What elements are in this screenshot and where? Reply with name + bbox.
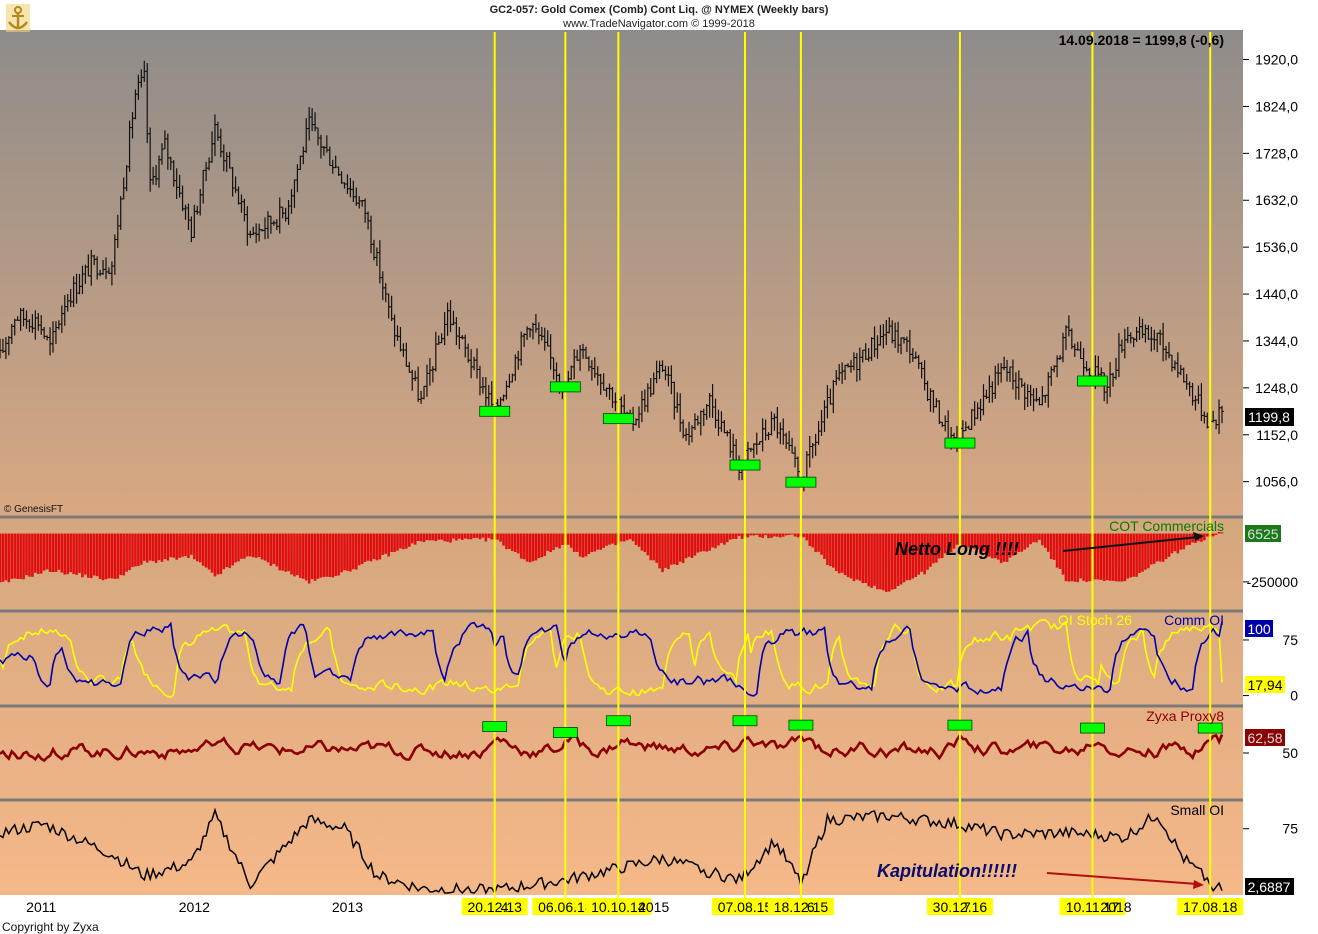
signal-date-bg <box>767 898 834 915</box>
zyxa-proxy-line <box>0 732 1224 763</box>
oi-stoch-line <box>0 619 1223 698</box>
zyxa-signal-marker <box>552 727 578 738</box>
y-tick-label: 1152,0 <box>1256 427 1298 443</box>
signal-date-label: 17.08.18 <box>1183 899 1238 915</box>
small-oi-line <box>0 807 1223 895</box>
year-label: 2012 <box>179 899 210 915</box>
price-panel-bg <box>0 30 1243 516</box>
price-signal-marker <box>549 381 581 393</box>
year-label: 2018 <box>1100 899 1131 915</box>
last-value-labels: 1199,8 6525 100 17,94 62,58 2,6887 <box>1245 408 1294 895</box>
anchor-logo <box>6 4 30 32</box>
price-signal-marker <box>785 476 817 488</box>
comm-oi-last-label: 100 <box>1247 621 1271 637</box>
signal-date-label: 10.10.14 <box>591 899 646 915</box>
signal-date-label: 06.06.14 <box>538 899 593 915</box>
price-signal-marker <box>729 459 761 471</box>
y-tick-label: 1536,0 <box>1255 239 1298 255</box>
signal-date-bg <box>711 898 778 915</box>
zyxa-signal-marker <box>732 715 758 727</box>
y-tick-label: 1344,0 <box>1255 333 1298 349</box>
price-signal-marker <box>602 413 634 425</box>
year-label-partial: 4 <box>501 899 509 915</box>
oi-stoch-last-label: 17,94 <box>1247 677 1282 693</box>
zyxa-line <box>0 732 1224 763</box>
signal-date-label: 20.12.13 <box>467 899 522 915</box>
cot-last-label: 6525 <box>1247 526 1278 542</box>
cot-series-label: COT Commercials <box>1109 518 1224 534</box>
zyxa-signal-marker <box>947 719 973 731</box>
y-tick-label: 1920,0 <box>1255 52 1298 68</box>
year-label: 2015 <box>638 899 669 915</box>
zyxa-signal-marker <box>1197 722 1223 734</box>
zyxa-signal-marker <box>1080 722 1105 734</box>
copyright: Copyright by Zyxa <box>2 920 99 934</box>
comm-oi-line <box>0 621 1223 697</box>
last-quote: 14.09.2018 = 1199,8 (-0,6) <box>1059 32 1224 48</box>
price-signal-marker <box>944 437 976 449</box>
small-oi-last-label: 2,6887 <box>1248 879 1291 895</box>
netto-long-annotation: Netto Long !!!! <box>895 539 1019 559</box>
signal-date-bg <box>1059 898 1126 915</box>
zyxa-last-label: 62,58 <box>1247 730 1282 746</box>
y-tick-label: 1728,0 <box>1255 145 1298 161</box>
cot-bars <box>0 531 1224 592</box>
y-tick-label: 75 <box>1282 632 1298 648</box>
signal-markers <box>479 375 1223 738</box>
signal-date-label: 10.11.17 <box>1066 899 1120 915</box>
signal-date-bg <box>585 898 652 915</box>
y-tick-label: 1440,0 <box>1255 286 1298 302</box>
y-tick-label: 0 <box>1290 688 1298 704</box>
price-last-label: 1199,8 <box>1248 409 1290 425</box>
signal-date-label: 18.12.15 <box>774 899 829 915</box>
y-tick-label: 1248,0 <box>1255 380 1298 396</box>
kapitulation-annotation: Kapitulation!!!!!! <box>877 861 1017 881</box>
zyxa-label: Zyxa Proxy8 <box>1146 708 1224 724</box>
chart-subtitle: www.TradeNavigator.com © 1999-2018 <box>562 18 755 30</box>
y-tick-label: -250000 <box>1247 574 1299 590</box>
oi-stoch-label: OI Stoch 26 <box>1058 612 1132 628</box>
y-tick-label: 1824,0 <box>1255 98 1298 114</box>
panel-dividers <box>0 515 1243 802</box>
signal-date-bg <box>1177 898 1244 915</box>
y-tick-label: 1632,0 <box>1255 192 1298 208</box>
zyxa-signal-marker <box>482 721 508 732</box>
annotation-arrows <box>1046 532 1204 889</box>
year-label-partial: 6 <box>807 899 815 915</box>
signal-date-bg <box>926 898 993 915</box>
zyxa-signal-marker <box>605 715 631 727</box>
small-oi-path <box>0 807 1223 895</box>
price-signal-marker <box>479 405 511 417</box>
price-signal-marker <box>1077 375 1108 387</box>
year-label-partial: 7 <box>963 899 971 915</box>
signal-date-bg <box>532 898 599 915</box>
signal-date-bg <box>461 898 528 915</box>
oi-lines <box>0 619 1223 698</box>
chart-title: GC2-057: Gold Comex (Comb) Cont Liq. @ N… <box>490 4 829 16</box>
year-label: 2013 <box>332 899 363 915</box>
small-oi-label: Small OI <box>1170 802 1224 818</box>
watermark: © GenesisFT <box>4 504 63 515</box>
y-tick-label: 1056,0 <box>1255 474 1298 490</box>
y-tick-label: 75 <box>1282 821 1298 837</box>
year-label: 2011 <box>26 899 56 915</box>
comm-oi-label: Comm OI <box>1164 612 1224 628</box>
zyxa-signal-marker <box>788 719 814 731</box>
signal-date-label: 07.08.15 <box>718 899 773 915</box>
y-tick-label: 50 <box>1282 745 1298 761</box>
signal-date-label: 30.12.16 <box>933 899 988 915</box>
y-axes: 1920,0 1824,0 1728,0 1632,0 1536,0 1440,0 1344… <box>1243 52 1298 837</box>
